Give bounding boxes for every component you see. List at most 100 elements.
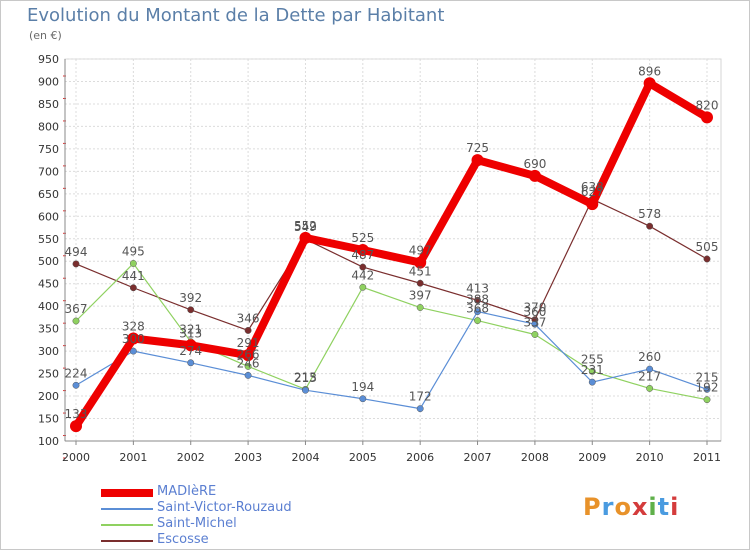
x-tick-label: 2000 — [62, 451, 90, 464]
data-label: 172 — [409, 390, 432, 404]
data-point — [244, 371, 252, 379]
legend-label: MADIèRE — [157, 484, 217, 499]
data-label: 337 — [523, 315, 546, 329]
data-label: 367 — [65, 302, 88, 316]
legend-swatch — [101, 508, 153, 510]
y-tick-label: 550 — [38, 233, 59, 246]
y-tick-label: 850 — [38, 98, 59, 111]
legend-item: MADIèRE — [101, 484, 361, 501]
data-label: 525 — [351, 231, 374, 245]
data-label: 215 — [294, 370, 317, 384]
data-point — [184, 339, 197, 352]
data-label: 328 — [122, 320, 145, 334]
data-point — [129, 284, 137, 292]
y-tick-label: 650 — [38, 188, 59, 201]
data-label: 638 — [581, 180, 604, 194]
data-label: 274 — [179, 344, 202, 358]
data-label: 487 — [351, 248, 374, 262]
y-tick-label: 100 — [38, 435, 59, 448]
data-label: 224 — [65, 366, 88, 380]
x-tick-label: 2011 — [693, 451, 721, 464]
data-point — [646, 365, 654, 373]
legend-item: Escosse — [101, 532, 361, 549]
data-point — [588, 367, 596, 375]
data-point — [531, 331, 539, 338]
data-point — [244, 326, 252, 334]
legend-item: Saint-Michel — [101, 516, 361, 533]
data-point — [244, 362, 252, 370]
legend: MADIèRE Saint-Victor-Rouzaud Saint-Michel E… — [101, 484, 361, 549]
data-label: 133 — [65, 407, 88, 421]
data-point — [242, 349, 255, 362]
data-label: 192 — [696, 381, 719, 395]
x-tick-label: 2005 — [349, 451, 377, 464]
series-lines — [70, 77, 713, 433]
data-label: 397 — [409, 289, 432, 303]
data-point — [299, 231, 312, 244]
data-point — [356, 244, 369, 256]
y-tick-label: 400 — [38, 300, 59, 313]
y-tick-label: 950 — [38, 53, 59, 66]
plot-area — [64, 58, 722, 442]
y-tick-label: 150 — [38, 413, 59, 426]
data-point — [187, 359, 195, 367]
data-label: 497 — [409, 244, 432, 258]
y-tick-label: 500 — [38, 255, 59, 268]
data-label: 552 — [294, 219, 317, 233]
data-point — [474, 308, 481, 316]
data-point — [129, 347, 137, 355]
data-point — [127, 332, 140, 345]
data-point — [531, 320, 539, 328]
data-label: 578 — [638, 207, 661, 221]
x-tick-label: 2010 — [636, 451, 664, 464]
data-point — [72, 317, 80, 325]
legend-swatch — [101, 540, 153, 542]
data-label: 291 — [237, 336, 260, 350]
legend-swatch — [101, 524, 153, 526]
data-label: 217 — [638, 369, 661, 383]
data-label: 260 — [638, 350, 661, 364]
data-label: 725 — [466, 141, 489, 155]
series-line-0 — [72, 79, 711, 431]
data-point — [471, 154, 484, 167]
data-label: 392 — [179, 291, 202, 305]
y-tick-label: 450 — [38, 278, 59, 291]
data-point — [359, 263, 367, 271]
data-point — [359, 395, 367, 403]
data-label: 194 — [351, 380, 374, 394]
data-label: 627 — [581, 185, 604, 199]
data-point — [416, 304, 424, 311]
data-label: 313 — [179, 326, 202, 340]
x-tick-label: 2009 — [578, 451, 606, 464]
series-line-3 — [75, 198, 708, 332]
y-tick-label: 700 — [38, 165, 59, 178]
data-label: 368 — [466, 302, 489, 316]
data-label: 549 — [294, 220, 317, 234]
data-label: 388 — [466, 293, 489, 307]
data-label: 495 — [122, 244, 145, 258]
data-label: 451 — [409, 264, 432, 278]
data-label: 370 — [523, 301, 546, 315]
data-point — [474, 317, 481, 325]
data-label: 690 — [523, 157, 546, 171]
series-line-2 — [75, 262, 708, 401]
data-label: 820 — [696, 98, 719, 112]
data-point — [646, 222, 654, 230]
y-tick-label: 900 — [38, 75, 59, 88]
data-point — [474, 296, 481, 304]
data-label: 441 — [122, 269, 145, 283]
legend-label: Saint-Victor-Rouzaud — [157, 500, 292, 515]
data-label: 360 — [523, 305, 546, 319]
y-tick-label: 800 — [38, 120, 59, 133]
y-tick-label: 250 — [38, 368, 59, 381]
x-tick-label: 2007 — [464, 451, 492, 464]
data-label: 321 — [179, 323, 202, 337]
data-label: 494 — [65, 245, 88, 259]
data-point — [72, 381, 80, 389]
data-label: 442 — [351, 268, 374, 282]
data-point — [528, 169, 541, 182]
x-tick-label: 2003 — [234, 451, 262, 464]
data-point — [302, 386, 309, 394]
chart-title: Evolution du Montant de la Dette par Hab… — [27, 5, 445, 26]
